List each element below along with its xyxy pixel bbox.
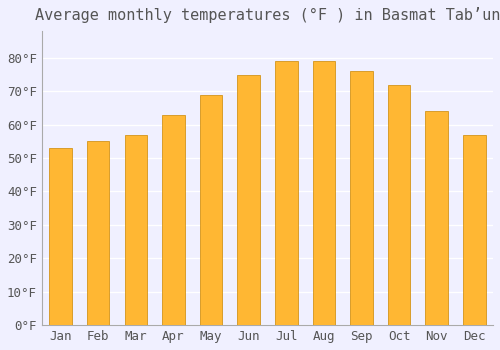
Bar xyxy=(350,71,372,325)
Bar xyxy=(162,114,184,325)
Bar xyxy=(200,94,222,325)
Bar xyxy=(275,61,297,325)
Bar xyxy=(388,85,410,325)
Bar xyxy=(200,94,222,325)
Bar xyxy=(162,114,184,325)
Bar xyxy=(312,61,335,325)
Bar xyxy=(50,148,72,325)
Bar xyxy=(350,71,372,325)
Bar xyxy=(388,85,410,325)
Bar xyxy=(426,111,448,325)
Bar xyxy=(87,141,110,325)
Bar xyxy=(238,75,260,325)
Bar xyxy=(463,135,485,325)
Bar xyxy=(87,141,110,325)
Bar xyxy=(124,135,147,325)
Bar xyxy=(275,61,297,325)
Bar xyxy=(238,75,260,325)
Bar xyxy=(50,148,72,325)
Title: Average monthly temperatures (°F ) in Basmat Tabʼun: Average monthly temperatures (°F ) in Ba… xyxy=(34,7,500,23)
Bar xyxy=(124,135,147,325)
Bar xyxy=(463,135,485,325)
Bar xyxy=(312,61,335,325)
Bar xyxy=(426,111,448,325)
